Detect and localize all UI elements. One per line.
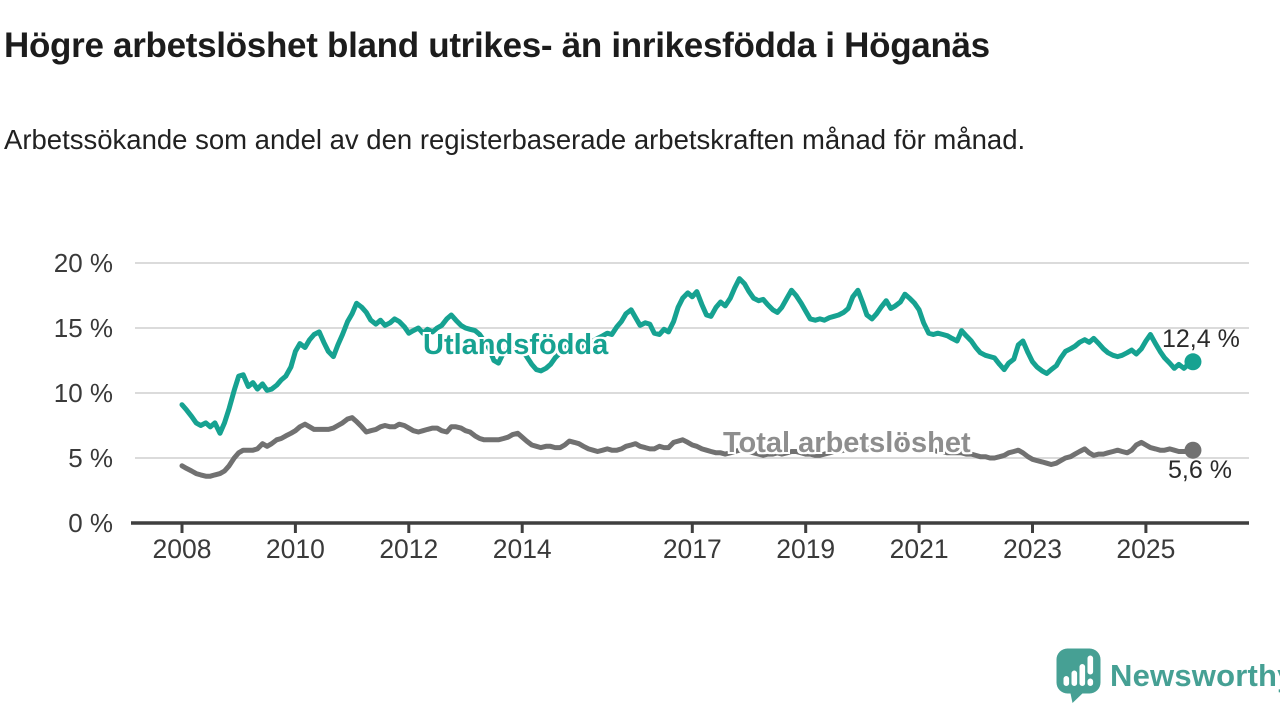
y-tick-label-15: 15 % [54,313,113,343]
newsworthy-logo: Newsworthy [1056,648,1280,703]
x-tick-label-2025: 2025 [1116,534,1175,564]
unemployment-line-chart: 20 % 15 % 10 % 5 % 0 % 2008 2010 2012 2014 2017 20… [54,248,1249,564]
end-value-label-total: 5,6 % [1168,456,1232,484]
y-tick-label-20: 20 % [54,248,113,278]
x-tick-label-2012: 2012 [379,534,438,564]
series-line-0 [179,276,1196,436]
end-dot-1 [1184,441,1202,459]
chart-subtitle: Arbetssökande som andel av den registerb… [4,124,1026,155]
x-tick-label-2019: 2019 [776,534,835,564]
x-tick-label-2017: 2017 [663,534,722,564]
x-tick-label-2021: 2021 [890,534,949,564]
end-dot-0 [1184,353,1202,371]
series-label-utlandsfodda: Utlandsfödda [423,329,609,361]
series-line-1 [179,415,1196,479]
series-label-total-arbetsloshet: Total arbetslöshet [723,427,971,459]
x-tick-label-2010: 2010 [266,534,325,564]
page-title: Högre arbetslöshet bland utrikes- än inr… [4,26,990,65]
newsworthy-wordmark: Newsworthy [1110,657,1280,693]
x-tick-label-2008: 2008 [153,534,212,564]
end-value-label-utlandsfodda: 12,4 % [1162,325,1240,353]
x-tick-label-2014: 2014 [493,534,552,564]
y-tick-label-5: 5 % [68,443,113,473]
x-tick-label-2023: 2023 [1003,534,1062,564]
newsworthy-speech-bubble-chart-icon [1056,648,1101,703]
y-tick-label-10: 10 % [54,378,113,408]
y-tick-label-0: 0 % [68,508,113,538]
